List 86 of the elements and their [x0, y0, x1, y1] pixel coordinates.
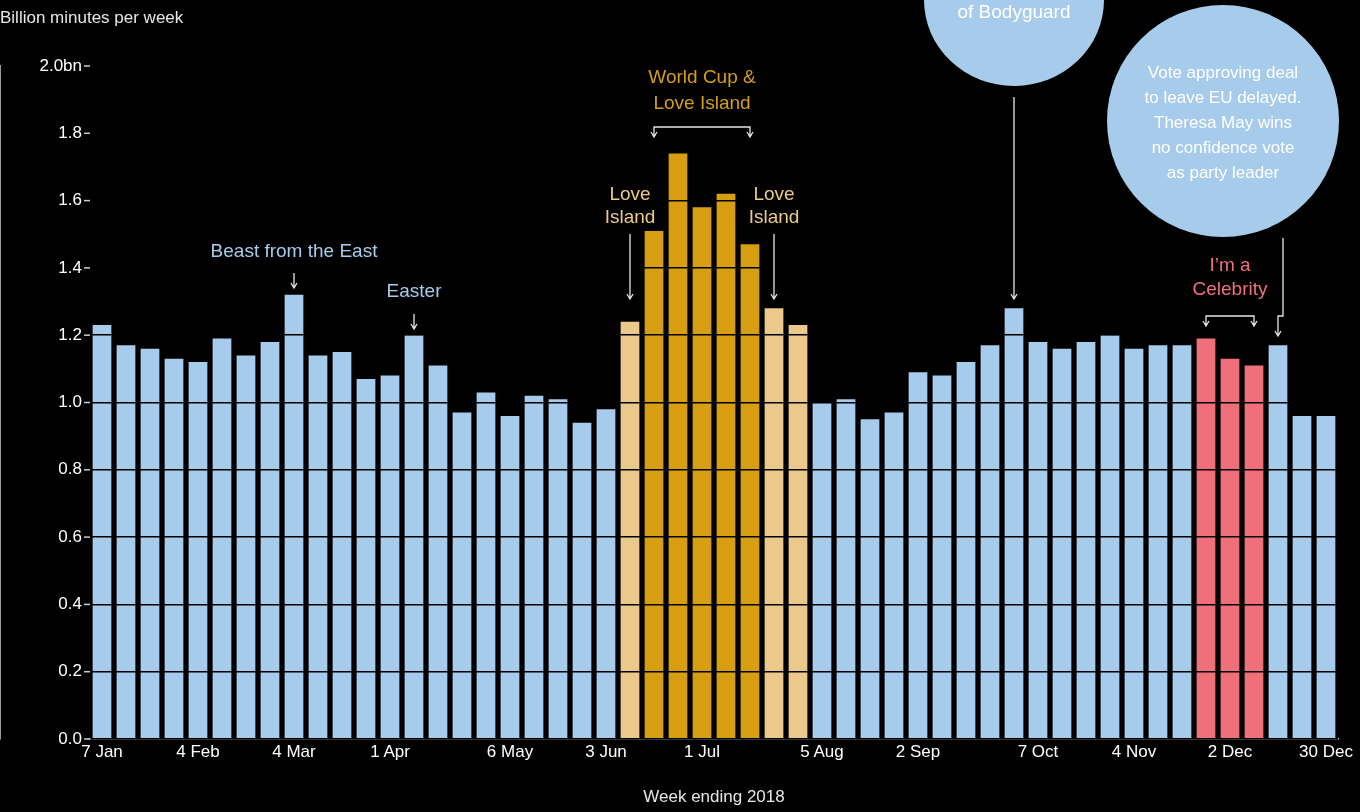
annotation: Love Island [604, 183, 656, 228]
bar [644, 230, 664, 739]
y-tick-label: 1.2 [58, 324, 82, 344]
x-tick-label: 4 Feb [176, 741, 220, 761]
bar [548, 399, 568, 739]
bar [836, 399, 856, 739]
bar [1148, 345, 1168, 739]
annotation: Easter [386, 280, 443, 302]
bar [380, 375, 400, 739]
annotation: I’m a Celebrity [1192, 254, 1268, 300]
bar [596, 409, 616, 739]
y-tick-label: 0.4 [58, 594, 82, 614]
y-tick-label: 0.8 [58, 459, 82, 479]
x-tick-label: 4 Mar [272, 741, 317, 761]
bar [500, 415, 520, 739]
bar [212, 338, 232, 739]
y-tick-label: 1.6 [58, 190, 82, 210]
bar [140, 348, 160, 739]
bar [1028, 341, 1048, 739]
bar [1052, 348, 1072, 739]
x-tick-label: 3 Jun [585, 741, 627, 761]
bar [1196, 338, 1216, 739]
bar [1316, 415, 1336, 739]
bar [1220, 358, 1240, 739]
bar [956, 362, 976, 739]
y-tick-label: 1.8 [58, 122, 82, 142]
x-axis-title: Week ending 2018 [643, 787, 785, 807]
bar [572, 422, 592, 739]
bar [1076, 341, 1096, 739]
x-tick-label: 7 Oct [1017, 741, 1059, 761]
annotation: World Cup & Love Island [648, 66, 756, 114]
x-tick-label: 1 Apr [370, 741, 411, 761]
bar [716, 193, 736, 739]
y-tick-label: 0.0 [58, 728, 82, 748]
x-tick-label: 30 Dec [1299, 741, 1354, 761]
bar [404, 335, 424, 739]
x-tick-label: 1 Jul [684, 741, 720, 761]
bar [884, 412, 904, 739]
bar [1124, 348, 1144, 739]
bar [428, 365, 448, 739]
bar [1292, 415, 1312, 739]
bar [1004, 308, 1024, 739]
bar [764, 308, 784, 739]
x-tick-label: 7 Jan [81, 741, 123, 761]
bar [668, 153, 688, 739]
bar [92, 325, 112, 739]
bar [740, 244, 760, 739]
y-tick-label: 1.0 [58, 392, 82, 412]
x-tick-label: 5 Aug [800, 741, 844, 761]
x-tick-label: 4 Nov [1111, 741, 1157, 761]
y-tick-label: 0.6 [58, 526, 82, 546]
bar [164, 358, 184, 739]
bar [788, 325, 808, 739]
bar [1268, 345, 1288, 739]
y-tick-label: 2.0bn [39, 55, 82, 75]
bar [332, 352, 352, 739]
x-tick-label: 2 Dec [1207, 741, 1253, 761]
y-tick-label: 1.4 [58, 257, 82, 277]
bar [812, 402, 832, 739]
y-axis-title: Billion minutes per week [0, 7, 184, 27]
bar [1244, 365, 1264, 739]
annotation: Beast from the East [210, 240, 379, 262]
x-tick-label: 6 May [486, 741, 534, 761]
bar [908, 372, 928, 739]
bar [260, 341, 280, 739]
annotation: Vote approving deal to leave EU delayed. Theresa May wins no confidence vote as party leader [1144, 61, 1302, 184]
bar [1100, 335, 1120, 739]
bar [932, 375, 952, 739]
bar [452, 412, 472, 739]
bar [1172, 345, 1192, 739]
bar [620, 321, 640, 739]
bar [236, 355, 256, 739]
bar [284, 294, 304, 739]
bar [308, 355, 328, 739]
bar [356, 378, 376, 739]
x-tick-label: 2 Sep [895, 741, 941, 761]
bar [476, 392, 496, 739]
bar [524, 395, 544, 739]
bar [692, 207, 712, 739]
bar [860, 419, 880, 739]
bar [188, 362, 208, 739]
y-tick-label: 0.2 [58, 661, 82, 681]
bar [116, 345, 136, 739]
text: of Bodyguard [957, 1, 1071, 23]
bar [980, 345, 1000, 739]
annotation: Love Island [748, 183, 800, 228]
